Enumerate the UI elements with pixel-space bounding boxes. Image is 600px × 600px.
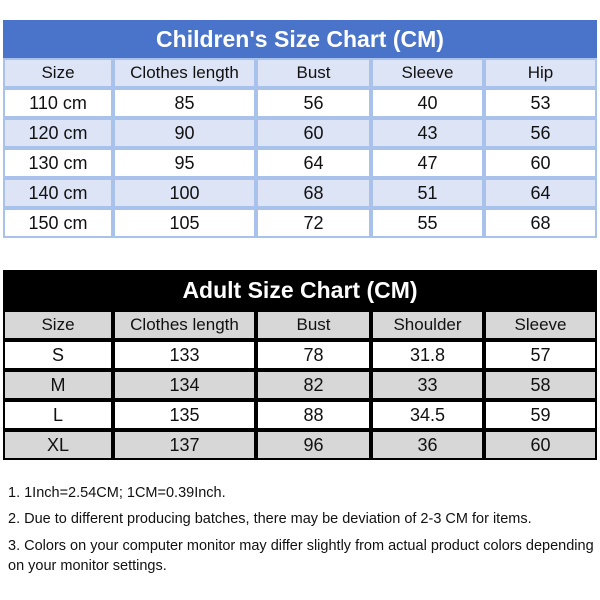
table-row: 120 cm 90 60 43 56 [3,118,597,148]
size-notes: 1. 1Inch=2.54CM; 1CM=0.39Inch. 2. Due to… [8,483,598,582]
table-cell: 60 [256,118,371,148]
table-header-row: Size Clothes length Bust Shoulder Sleeve [3,310,597,340]
table-cell: 85 [113,88,256,118]
table-row: XL 137 96 36 60 [3,430,597,460]
column-header: Sleeve [371,58,484,88]
table-cell: 31.8 [371,340,484,370]
table-cell: 55 [371,208,484,238]
table-cell: 150 cm [3,208,113,238]
table-cell: 72 [256,208,371,238]
table-cell: 78 [256,340,371,370]
table-cell: 34.5 [371,400,484,430]
column-header: Bust [256,58,371,88]
table-cell: 68 [484,208,597,238]
children-size-chart: Children's Size Chart (CM) Size Clothes … [3,20,597,238]
table-cell: 40 [371,88,484,118]
children-size-table: Size Clothes length Bust Sleeve Hip 110 … [3,58,597,238]
table-cell: 53 [484,88,597,118]
children-chart-title: Children's Size Chart (CM) [3,20,597,58]
table-cell: 36 [371,430,484,460]
table-cell: L [3,400,113,430]
adult-size-table: Size Clothes length Bust Shoulder Sleeve… [3,310,597,460]
table-row: 110 cm 85 56 40 53 [3,88,597,118]
table-cell: 68 [256,178,371,208]
table-cell: 43 [371,118,484,148]
table-row: 140 cm 100 68 51 64 [3,178,597,208]
table-row: L 135 88 34.5 59 [3,400,597,430]
table-row: 130 cm 95 64 47 60 [3,148,597,178]
table-cell: 110 cm [3,88,113,118]
table-cell: 90 [113,118,256,148]
table-cell: 33 [371,370,484,400]
table-cell: S [3,340,113,370]
table-cell: 88 [256,400,371,430]
table-cell: 100 [113,178,256,208]
table-cell: 59 [484,400,597,430]
note-deviation: 2. Due to different producing batches, t… [8,511,532,528]
table-cell: 137 [113,430,256,460]
adult-size-chart: Adult Size Chart (CM) Size Clothes lengt… [3,270,597,460]
table-cell: 56 [484,118,597,148]
column-header: Shoulder [371,310,484,340]
table-cell: 57 [484,340,597,370]
column-header: Clothes length [113,58,256,88]
table-cell: 58 [484,370,597,400]
table-cell: 60 [484,148,597,178]
adult-chart-title: Adult Size Chart (CM) [3,270,597,310]
table-cell: 56 [256,88,371,118]
table-cell: 51 [371,178,484,208]
table-cell: 96 [256,430,371,460]
column-header: Bust [256,310,371,340]
table-cell: 95 [113,148,256,178]
table-cell: 82 [256,370,371,400]
column-header: Hip [484,58,597,88]
note-conversion: 1. 1Inch=2.54CM; 1CM=0.39Inch. [8,485,226,501]
note-colors: 3. Colors on your computer monitor may d… [8,537,594,574]
table-header-row: Size Clothes length Bust Sleeve Hip [3,58,597,88]
table-cell: 140 cm [3,178,113,208]
table-cell: 47 [371,148,484,178]
table-row: S 133 78 31.8 57 [3,340,597,370]
table-row: 150 cm 105 72 55 68 [3,208,597,238]
table-cell: 64 [484,178,597,208]
table-cell: 133 [113,340,256,370]
table-cell: 134 [113,370,256,400]
table-cell: 130 cm [3,148,113,178]
table-row: M 134 82 33 58 [3,370,597,400]
table-cell: 64 [256,148,371,178]
column-header: Clothes length [113,310,256,340]
table-cell: M [3,370,113,400]
table-cell: XL [3,430,113,460]
column-header: Sleeve [484,310,597,340]
table-cell: 60 [484,430,597,460]
table-cell: 105 [113,208,256,238]
table-cell: 120 cm [3,118,113,148]
column-header: Size [3,310,113,340]
column-header: Size [3,58,113,88]
table-cell: 135 [113,400,256,430]
